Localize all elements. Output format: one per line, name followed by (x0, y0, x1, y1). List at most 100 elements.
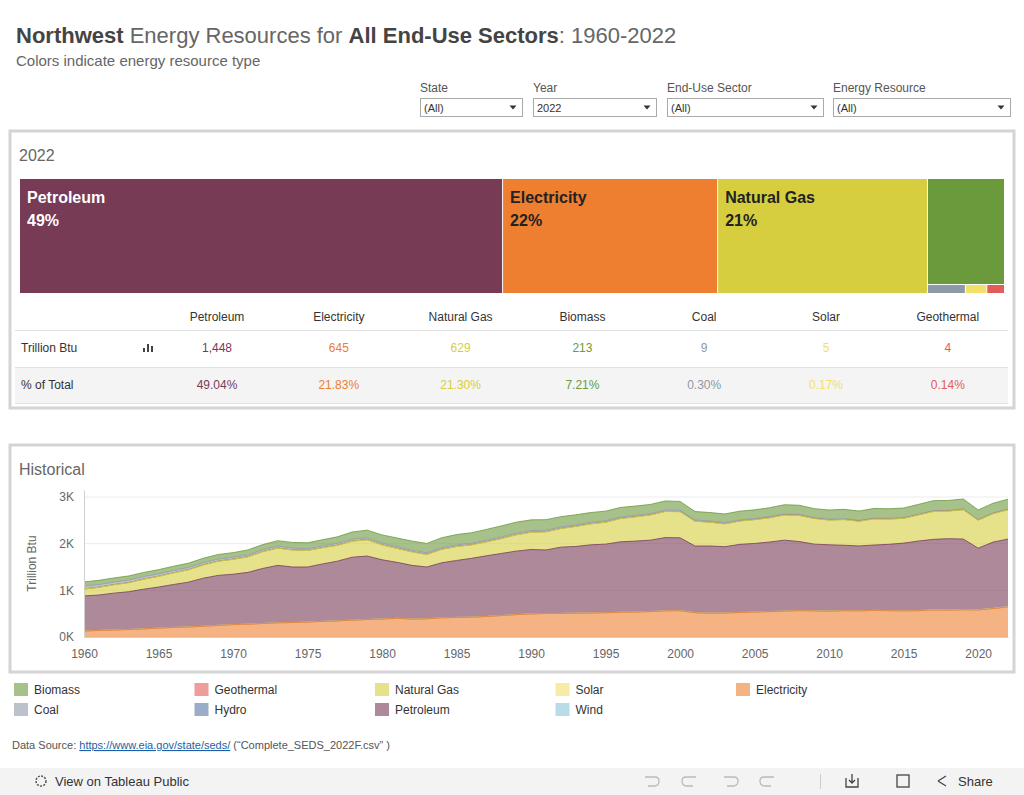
treemap-cell[interactable] (987, 285, 1004, 293)
share-button[interactable]: Share (958, 774, 993, 789)
toolbar (0, 768, 1024, 795)
legend-swatch[interactable] (556, 683, 570, 696)
area-series[interactable] (84, 607, 1008, 637)
table-cell: 0.30% (687, 378, 721, 392)
sort-icon[interactable] (143, 348, 145, 352)
x-tick: 1980 (369, 637, 396, 661)
legend-label[interactable]: Petroleum (395, 703, 450, 717)
table-cell: 5 (823, 341, 830, 355)
treemap-value-label: 49% (27, 212, 59, 229)
x-tick-label: 2015 (891, 647, 918, 661)
legend-swatch[interactable] (195, 683, 209, 696)
filter-value[interactable]: (All) (424, 102, 444, 114)
table-header: Solar (812, 310, 840, 324)
toolbar-icon[interactable] (682, 777, 696, 786)
x-tick: 1965 (146, 637, 173, 661)
treemap-cell[interactable] (928, 285, 965, 293)
filter-caret[interactable] (510, 106, 517, 110)
x-axis-line (85, 637, 1009, 638)
legend-label[interactable]: Biomass (34, 683, 80, 697)
sort-icon[interactable] (151, 346, 153, 352)
filter-value[interactable]: (All) (837, 102, 857, 114)
treemap-cell[interactable] (718, 179, 927, 293)
x-tick: 2000 (667, 637, 694, 661)
tableau-icon[interactable] (36, 776, 46, 786)
y-tick: 1K (59, 584, 84, 598)
table-header: Petroleum (190, 310, 245, 324)
download-icon[interactable] (846, 774, 858, 787)
table-cell: 49.04% (197, 378, 238, 392)
legend-swatch[interactable] (375, 703, 389, 716)
filter-dropdown[interactable] (534, 99, 657, 117)
legend-swatch[interactable] (375, 683, 389, 696)
y-axis-title: Trillion Btu (25, 535, 39, 591)
treemap-label: Petroleum (27, 189, 105, 206)
title-part: Energy Resources for (124, 23, 349, 48)
treemap-cell[interactable] (503, 179, 717, 293)
x-tick: 1990 (518, 637, 545, 661)
toolbar-icon[interactable] (760, 777, 774, 786)
legend-label[interactable]: Electricity (756, 683, 807, 697)
x-tick-label: 1980 (369, 647, 396, 661)
filter-value[interactable]: 2022 (537, 102, 561, 114)
filter-dropdown[interactable] (668, 99, 824, 117)
title: Northwest Energy Resources for All End-U… (16, 23, 676, 48)
table-cell: 7.21% (565, 378, 599, 392)
fullscreen-icon[interactable] (897, 775, 909, 787)
table-cell: 629 (451, 341, 471, 355)
legend-label[interactable]: Geothermal (215, 683, 278, 697)
legend-swatch[interactable] (556, 703, 570, 716)
y-axis: 0K1K2K3K (59, 490, 84, 644)
view-on-tableau[interactable]: View on Tableau Public (55, 774, 189, 789)
legend-label[interactable]: Hydro (215, 703, 247, 717)
toolbar-icon[interactable] (645, 777, 659, 786)
legend-swatch[interactable] (736, 683, 750, 696)
filter-caret[interactable] (644, 106, 651, 110)
legend-label[interactable]: Natural Gas (395, 683, 459, 697)
treemap-cell[interactable] (928, 179, 1004, 284)
legend-swatch[interactable] (195, 703, 209, 716)
legend-swatch[interactable] (14, 683, 28, 696)
x-tick: 1995 (593, 637, 620, 661)
x-tick-label: 1990 (518, 647, 545, 661)
legend-label[interactable]: Wind (576, 703, 603, 717)
toolbar-icon[interactable] (724, 777, 738, 786)
toolbar-divider (820, 774, 821, 789)
share-icon[interactable] (938, 776, 946, 786)
legend-label[interactable]: Coal (34, 703, 59, 717)
source-link[interactable]: https://www.eia.gov/state/seds/ (79, 739, 231, 751)
filter-dropdown[interactable] (834, 99, 1011, 117)
filter-label: State (420, 81, 448, 95)
dashboard: Northwest Energy Resources for All End-U… (0, 0, 1024, 795)
source-prefix: Data Source: (12, 739, 79, 751)
x-tick-label: 1985 (444, 647, 471, 661)
y-tick-label: 3K (59, 490, 74, 504)
treemap-cell[interactable] (20, 179, 502, 293)
treemap-label: Natural Gas (725, 189, 815, 206)
panel-border (10, 131, 1014, 408)
filter-caret[interactable] (998, 106, 1005, 110)
panel-title: 2022 (19, 147, 55, 164)
x-tick-label: 1965 (146, 647, 173, 661)
treemap-value-label: 22% (510, 212, 542, 229)
filter-label: Year (533, 81, 557, 95)
x-tick: 2020 (965, 637, 992, 661)
filter-value[interactable]: (All) (671, 102, 691, 114)
legend-label[interactable]: Solar (576, 683, 604, 697)
y-tick-label: 1K (59, 584, 74, 598)
sort-icon[interactable] (147, 344, 149, 352)
x-tick: 1985 (444, 637, 471, 661)
legend-swatch[interactable] (14, 703, 28, 716)
y-tick: 2K (59, 537, 84, 551)
x-tick-label: 1970 (220, 647, 247, 661)
table-row-band (15, 367, 1008, 403)
table-cell: 0.17% (809, 378, 843, 392)
x-tick: 1970 (220, 637, 247, 661)
table-rule (15, 330, 1008, 331)
panel-border (10, 445, 1014, 672)
filter-caret[interactable] (811, 106, 818, 110)
filter-dropdown[interactable] (421, 99, 523, 117)
treemap-cell[interactable] (966, 285, 986, 293)
table-rule (15, 403, 1008, 404)
x-tick-label: 2005 (742, 647, 769, 661)
